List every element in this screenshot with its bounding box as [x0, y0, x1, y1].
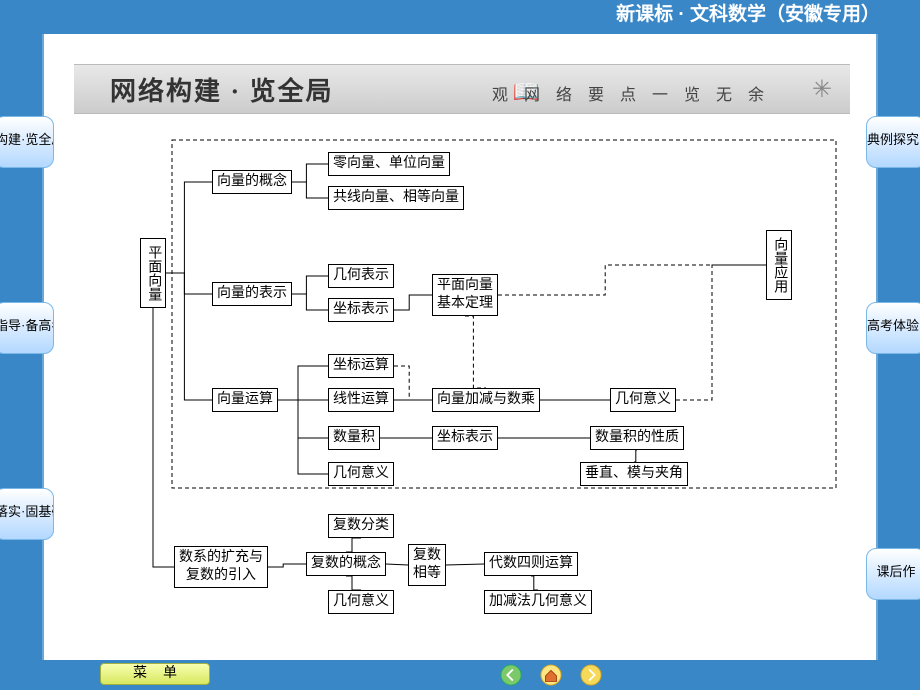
- node-n_jhyy2: 几何意义: [328, 462, 394, 486]
- node-n_dsys: 代数四则运算: [484, 552, 578, 576]
- node-n_yingyong: 向量应用: [766, 230, 792, 300]
- left-tab-1[interactable]: 指导·备高考: [0, 302, 54, 354]
- node-n_zuobiao: 坐标表示: [328, 298, 394, 322]
- node-n_sljxz: 数量积的性质: [590, 426, 684, 450]
- node-n_xxys: 线性运算: [328, 388, 394, 412]
- node-n_jhyy3: 几何意义: [328, 590, 394, 614]
- node-n_slj: 数量积: [328, 426, 380, 450]
- node-n_dingli: 平面向量基本定理: [432, 274, 498, 316]
- node-n_zbys: 坐标运算: [328, 354, 394, 378]
- header-text: 新课标 · 文科数学（安徽专用）: [616, 4, 880, 25]
- node-n_ling: 零向量、单位向量: [328, 152, 450, 176]
- node-root2: 数系的扩充与复数的引入: [174, 546, 268, 588]
- concept-diagram: 平面向量 向量的概念 零向量、单位向量共线向量、相等向量向量的表示 几何表示坐标表示 平…: [44, 34, 880, 662]
- next-icon[interactable]: [580, 664, 602, 686]
- content-canvas: 网络构建 · 览全局 📖 观 网 络 要 点 一 览 无 余 ✳ 平面向量向量的…: [42, 34, 878, 662]
- menu-button[interactable]: 菜单: [100, 663, 210, 685]
- prev-icon[interactable]: [500, 664, 522, 686]
- node-n_jiajian: 向量加减与数乘: [432, 388, 540, 412]
- right-tab-1[interactable]: 高考体验·明: [866, 302, 920, 354]
- bottom-bar: 菜单: [0, 660, 920, 690]
- node-n_gongxian: 共线向量、相等向量: [328, 186, 464, 210]
- node-n_fsxd: 复数相等: [408, 544, 446, 586]
- node-n_fsfl: 复数分类: [328, 514, 394, 538]
- node-n_jjyy: 加减法几何意义: [484, 590, 592, 614]
- page-header: 新课标 · 文科数学（安徽专用）: [0, 0, 920, 30]
- node-n_yunsuan: 向量运算: [212, 388, 278, 412]
- node-n_jhyy1: 几何意义: [610, 388, 676, 412]
- node-n_fsgn: 复数的概念: [306, 552, 386, 576]
- node-n_zbbs2: 坐标表示: [432, 426, 498, 450]
- left-tab-2[interactable]: 落实·固基础: [0, 488, 54, 540]
- node-n_jihe1: 几何表示: [328, 264, 394, 288]
- right-tab-2[interactable]: 课后作: [866, 548, 920, 600]
- node-n_czmj: 垂直、模与夹角: [580, 462, 688, 486]
- right-tab-0[interactable]: 典例探究·技: [866, 116, 920, 168]
- node-n_biaoshi: 向量的表示: [212, 282, 292, 306]
- node-root1: 平面向量: [140, 238, 166, 308]
- left-tab-0[interactable]: 构建·览全局: [0, 116, 54, 168]
- home-icon[interactable]: [540, 664, 562, 686]
- node-n_gainian: 向量的概念: [212, 170, 292, 194]
